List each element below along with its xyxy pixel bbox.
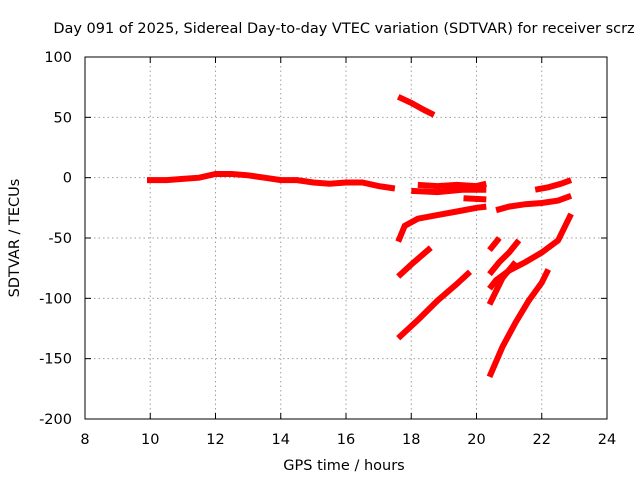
data-series-arc-2 <box>396 94 436 118</box>
y-tick-label: -100 <box>39 291 72 307</box>
data-series-arc-3 <box>395 203 487 243</box>
y-tick-label: -200 <box>39 412 72 428</box>
data-series-arc-13 <box>486 268 551 378</box>
data-series-arc-15 <box>534 177 573 193</box>
data-series-arc-11 <box>487 238 522 277</box>
data-series-arc-6 <box>463 195 487 203</box>
data-arcs <box>147 94 574 378</box>
data-series-arc-1 <box>147 171 396 192</box>
x-tick-label: 8 <box>80 432 89 448</box>
data-series-arc-9 <box>487 236 502 252</box>
data-series-arc-8 <box>396 269 473 341</box>
y-tick-label: 100 <box>44 50 72 66</box>
data-series-arc-5 <box>411 186 487 196</box>
x-tick-label: 16 <box>337 432 355 448</box>
data-series-arc-7 <box>396 245 433 279</box>
data-series-arc-14 <box>495 192 573 214</box>
x-axis-label: GPS time / hours <box>283 458 404 474</box>
chart-title: Day 091 of 2025, Sidereal Day-to-day VTE… <box>53 21 634 37</box>
y-tick-label: 0 <box>63 171 72 187</box>
x-tick-label: 10 <box>141 432 159 448</box>
x-tick-label: 18 <box>402 432 420 448</box>
y-axis-label: SDTVAR / TECUs <box>7 179 23 298</box>
x-tick-label: 14 <box>272 432 290 448</box>
y-tick-label: 50 <box>54 110 72 126</box>
y-tick-label: -50 <box>48 231 72 247</box>
x-tick-label: 20 <box>467 432 485 448</box>
plot-frame <box>84 56 608 420</box>
y-tick-label: -150 <box>39 352 72 368</box>
x-tick-label: 24 <box>598 432 616 448</box>
x-tick-label: 12 <box>206 432 224 448</box>
data-series-arc-4 <box>417 180 488 190</box>
data-series-arc-12 <box>487 212 574 291</box>
grid-lines <box>85 57 607 419</box>
x-tick-labels: 8 10 12 14 16 18 20 22 24 <box>80 432 616 448</box>
x-tick-label: 22 <box>533 432 551 448</box>
y-tick-labels: 100 50 0 -50 -100 -150 -200 <box>39 50 72 428</box>
